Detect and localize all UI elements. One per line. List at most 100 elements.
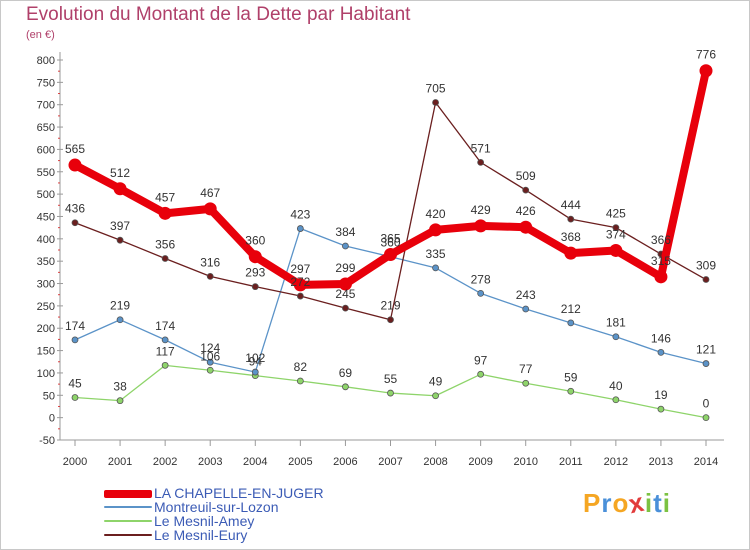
data-point (161, 336, 169, 344)
legend-swatch (104, 520, 152, 522)
data-label: 457 (155, 190, 175, 204)
data-label: 38 (113, 380, 127, 394)
data-point (654, 270, 668, 284)
data-label: 102 (245, 351, 265, 365)
data-label: 776 (696, 48, 716, 62)
data-label: 368 (561, 230, 581, 244)
data-point (612, 333, 620, 341)
data-point (338, 277, 352, 291)
y-tick-label: 300 (37, 279, 55, 291)
data-point (474, 219, 488, 233)
x-tick-label: 2012 (604, 456, 628, 468)
data-point (612, 224, 620, 232)
x-tick-label: 2014 (694, 456, 718, 468)
data-point (612, 396, 620, 404)
data-label: 245 (335, 287, 355, 301)
x-tick-label: 2003 (198, 456, 222, 468)
data-label: 299 (335, 261, 355, 275)
data-point (699, 64, 713, 78)
data-point (251, 368, 259, 376)
data-label: 97 (474, 353, 488, 367)
y-tick-label: 800 (37, 55, 55, 67)
data-label: 444 (561, 198, 581, 212)
y-tick-label: 150 (37, 346, 55, 358)
y-tick-label: 650 (37, 122, 55, 134)
data-label: 467 (200, 186, 220, 200)
data-label: 365 (380, 231, 400, 245)
data-label: 59 (564, 370, 578, 384)
data-point (522, 186, 530, 194)
data-point (206, 272, 214, 280)
data-point (71, 394, 79, 401)
y-tick-label: 100 (37, 368, 55, 380)
y-tick-label: 700 (37, 100, 55, 112)
data-point (567, 387, 575, 395)
data-label: 397 (110, 219, 130, 233)
data-point (477, 370, 485, 378)
data-point (251, 283, 259, 291)
legend-swatch (104, 534, 152, 536)
data-label: 94 (249, 355, 263, 369)
data-label: 0 (703, 397, 710, 411)
legend-label: Le Mesnil-Amey (154, 513, 255, 529)
y-tick-label: 400 (37, 234, 55, 246)
logo-letter: i (662, 488, 671, 518)
x-tick-label: 2000 (63, 456, 87, 468)
data-point (71, 336, 79, 344)
data-point (296, 292, 304, 300)
data-point (116, 397, 124, 405)
data-label: 366 (651, 233, 671, 247)
data-point (477, 158, 485, 166)
data-label: 45 (68, 377, 82, 391)
data-label: 565 (65, 142, 85, 156)
data-label: 124 (200, 341, 220, 355)
data-point (113, 182, 127, 196)
data-label: 117 (156, 344, 175, 358)
y-tick-label: -50 (39, 435, 55, 447)
data-label: 426 (516, 204, 536, 218)
data-point (161, 361, 169, 369)
y-tick-label: 550 (37, 167, 55, 179)
data-label: 69 (339, 366, 353, 380)
data-label: 19 (654, 388, 668, 402)
data-label: 705 (426, 81, 446, 95)
data-label: 174 (65, 319, 85, 333)
data-label: 315 (651, 254, 671, 268)
data-point (657, 405, 665, 413)
data-point (567, 215, 575, 223)
x-tick-label: 2001 (108, 456, 132, 468)
chart-subtitle: (en €) (26, 29, 55, 41)
data-point (342, 304, 349, 312)
data-label: 243 (516, 288, 536, 302)
data-label: 174 (155, 319, 175, 333)
data-point (248, 250, 262, 264)
data-point (609, 243, 623, 257)
data-label: 297 (290, 262, 310, 276)
data-label: 82 (294, 360, 308, 374)
x-tick-label: 2009 (468, 456, 492, 468)
data-point (657, 348, 665, 356)
data-label: 571 (471, 141, 491, 155)
x-tick-label: 2007 (378, 456, 402, 468)
data-point (68, 158, 82, 172)
data-label: 360 (380, 236, 400, 250)
logo-letter: r (601, 488, 613, 518)
data-label: 316 (200, 255, 220, 269)
data-label: 181 (606, 316, 626, 330)
data-point (429, 223, 443, 237)
data-label: 374 (606, 227, 626, 241)
data-label: 423 (290, 208, 310, 222)
data-label: 512 (110, 166, 130, 180)
data-point (522, 305, 530, 313)
y-tick-label: 500 (37, 189, 55, 201)
data-point (384, 247, 397, 261)
data-label: 335 (426, 247, 446, 261)
data-point (161, 255, 169, 262)
data-point (342, 242, 349, 250)
proxiti-logo: Proxiti (583, 487, 671, 520)
data-point (567, 319, 575, 327)
data-label: 219 (380, 299, 400, 313)
x-tick-label: 2011 (559, 456, 583, 468)
y-tick-label: 600 (37, 144, 55, 156)
legend-swatch (104, 506, 152, 508)
